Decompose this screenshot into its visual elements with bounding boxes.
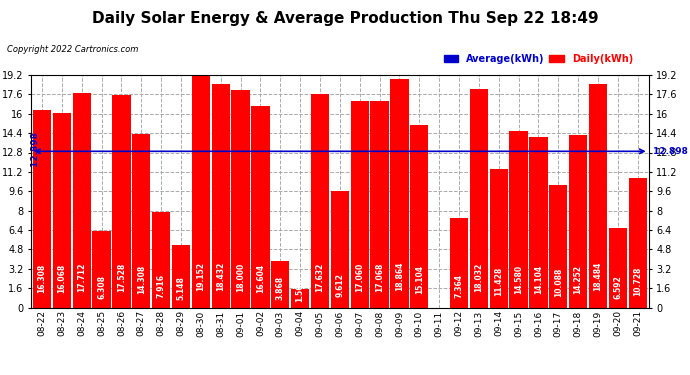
Bar	[72, 93, 91, 308]
Text: 6.308: 6.308	[97, 275, 106, 299]
Text: 10.088: 10.088	[554, 267, 563, 297]
Text: 3.868: 3.868	[276, 276, 285, 300]
Text: 18.484: 18.484	[593, 262, 602, 291]
Text: 16.068: 16.068	[57, 264, 66, 293]
Text: 18.032: 18.032	[474, 262, 483, 292]
Text: 9.612: 9.612	[335, 273, 344, 297]
Text: 11.428: 11.428	[494, 267, 503, 296]
Text: 14.104: 14.104	[534, 265, 543, 294]
Bar	[371, 101, 388, 308]
Bar	[52, 113, 71, 308]
Text: 18.864: 18.864	[395, 262, 404, 291]
Bar	[310, 94, 329, 308]
Text: 14.252: 14.252	[573, 265, 582, 294]
Bar	[192, 76, 210, 307]
Bar	[391, 79, 408, 308]
Bar	[33, 110, 51, 308]
Bar	[589, 84, 607, 308]
Text: 17.712: 17.712	[77, 262, 86, 292]
Bar	[231, 90, 250, 308]
Bar	[489, 169, 508, 308]
Text: 6.592: 6.592	[613, 275, 622, 298]
Text: 7.364: 7.364	[455, 274, 464, 298]
Text: 14.308: 14.308	[137, 265, 146, 294]
Text: 1.568: 1.568	[295, 278, 304, 302]
Text: 12.898: 12.898	[31, 132, 40, 170]
Text: 10.728: 10.728	[633, 267, 642, 296]
Bar	[172, 245, 190, 308]
Bar	[351, 101, 369, 308]
Bar	[509, 131, 528, 308]
Bar	[629, 178, 647, 308]
Text: 15.104: 15.104	[415, 264, 424, 294]
Bar	[251, 106, 270, 308]
Text: 14.580: 14.580	[514, 265, 523, 294]
Text: 17.528: 17.528	[117, 263, 126, 292]
Text: 5.148: 5.148	[177, 276, 186, 300]
Bar	[152, 211, 170, 308]
Bar	[291, 288, 309, 308]
Text: Copyright 2022 Cartronics.com: Copyright 2022 Cartronics.com	[7, 45, 138, 54]
Bar	[92, 231, 110, 308]
Text: 12.898: 12.898	[650, 147, 688, 156]
Text: 16.308: 16.308	[37, 264, 46, 293]
Bar	[470, 89, 488, 308]
Text: 18.432: 18.432	[216, 262, 225, 291]
Bar	[271, 261, 289, 308]
Text: 17.068: 17.068	[375, 263, 384, 292]
Bar	[450, 218, 468, 308]
Bar	[212, 84, 230, 308]
Bar	[410, 124, 428, 308]
Bar	[132, 134, 150, 308]
Bar	[331, 191, 349, 308]
Text: 19.152: 19.152	[197, 262, 206, 291]
Bar	[609, 228, 627, 308]
Bar	[569, 135, 587, 308]
Text: 17.632: 17.632	[315, 263, 324, 292]
Text: 7.916: 7.916	[157, 274, 166, 298]
Bar	[112, 95, 130, 308]
Text: 16.604: 16.604	[256, 264, 265, 292]
Legend: Average(kWh), Daily(kWh): Average(kWh), Daily(kWh)	[440, 50, 637, 68]
Bar	[549, 185, 567, 308]
Text: Daily Solar Energy & Average Production Thu Sep 22 18:49: Daily Solar Energy & Average Production …	[92, 11, 598, 26]
Text: 18.000: 18.000	[236, 262, 245, 292]
Text: 17.060: 17.060	[355, 263, 364, 292]
Bar	[529, 137, 548, 308]
